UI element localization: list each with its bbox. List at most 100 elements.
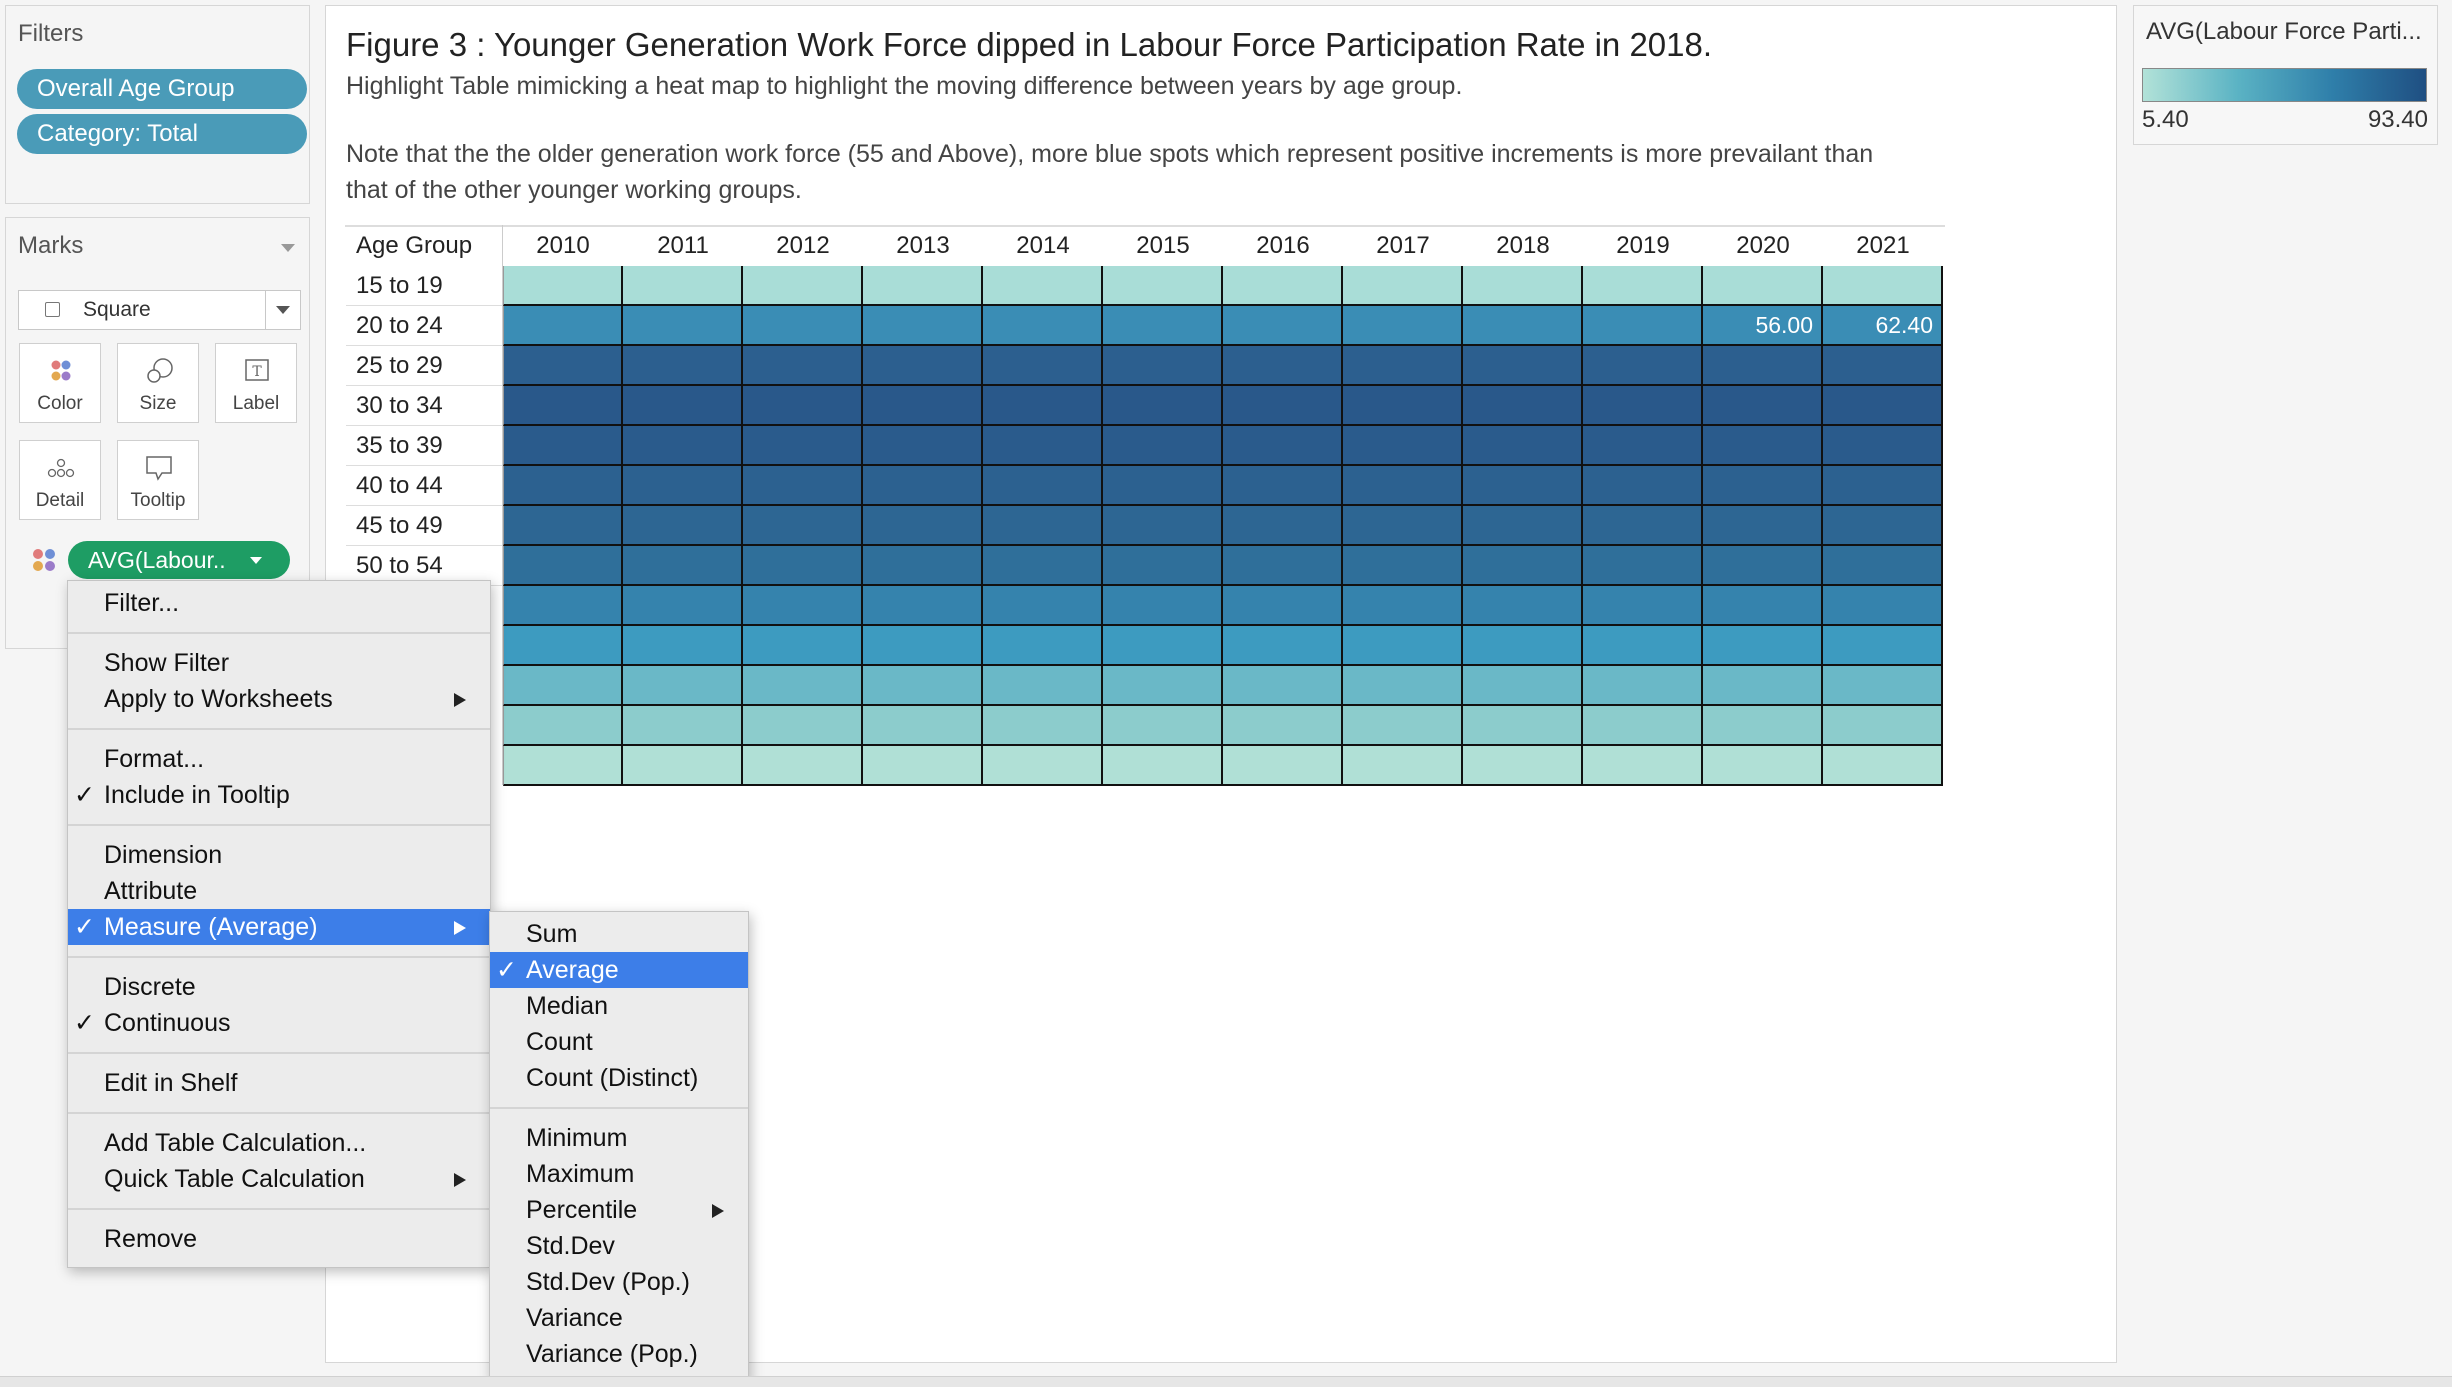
heat-cell[interactable] (1223, 426, 1343, 466)
heat-cell[interactable] (743, 346, 863, 386)
heat-cell[interactable] (863, 266, 983, 306)
heat-cell[interactable] (1823, 266, 1943, 306)
heat-cell[interactable] (1343, 746, 1463, 786)
menu-item-add-table-calculation[interactable]: Add Table Calculation... (68, 1125, 490, 1161)
heat-cell[interactable] (1103, 306, 1223, 346)
heat-cell[interactable] (503, 746, 623, 786)
filter-pill-overall-age-group[interactable]: Overall Age Group (17, 69, 307, 109)
heat-cell[interactable] (1823, 546, 1943, 586)
heat-cell[interactable] (863, 426, 983, 466)
heat-cell[interactable] (863, 386, 983, 426)
heat-cell[interactable] (1103, 626, 1223, 666)
heat-cell[interactable] (623, 586, 743, 626)
heat-cell[interactable] (743, 666, 863, 706)
menu-item-discrete[interactable]: Discrete (68, 969, 490, 1005)
heat-cell[interactable] (1703, 626, 1823, 666)
menu-item-show-filter[interactable]: Show Filter (68, 645, 490, 681)
heat-cell[interactable] (1583, 706, 1703, 746)
heat-cell[interactable] (503, 266, 623, 306)
marks-menu-caret-icon[interactable] (281, 244, 295, 252)
label-button[interactable]: T Label (215, 343, 297, 423)
heat-cell[interactable] (863, 546, 983, 586)
heat-cell[interactable] (743, 506, 863, 546)
heat-cell[interactable] (1703, 546, 1823, 586)
heat-cell[interactable] (1223, 506, 1343, 546)
heat-cell[interactable] (1343, 586, 1463, 626)
heat-cell[interactable] (1463, 306, 1583, 346)
heat-cell[interactable] (1703, 666, 1823, 706)
heat-cell[interactable] (983, 506, 1103, 546)
heat-cell[interactable] (503, 506, 623, 546)
heat-cell[interactable] (983, 626, 1103, 666)
heat-cell[interactable] (1583, 346, 1703, 386)
heat-cell[interactable] (743, 626, 863, 666)
heat-cell[interactable] (863, 306, 983, 346)
heat-cell[interactable] (1103, 506, 1223, 546)
heat-cell[interactable] (1583, 746, 1703, 786)
heat-cell[interactable] (503, 346, 623, 386)
heat-cell[interactable] (1103, 706, 1223, 746)
heat-cell[interactable] (983, 546, 1103, 586)
heat-cell[interactable] (1823, 626, 1943, 666)
detail-button[interactable]: Detail (19, 440, 101, 520)
heat-cell[interactable] (743, 306, 863, 346)
heat-cell[interactable] (1103, 266, 1223, 306)
heat-cell[interactable] (1463, 386, 1583, 426)
heat-cell[interactable] (1583, 466, 1703, 506)
menu-item-include-in-tooltip[interactable]: ✓ Include in Tooltip (68, 777, 490, 813)
heat-cell[interactable] (1583, 306, 1703, 346)
heat-cell[interactable] (623, 746, 743, 786)
heat-cell[interactable]: 56.00 (1703, 306, 1823, 346)
heat-cell[interactable] (1103, 346, 1223, 386)
heat-cell[interactable] (1583, 266, 1703, 306)
bottom-scrollbar[interactable] (0, 1376, 2452, 1387)
heat-cell[interactable] (623, 466, 743, 506)
heat-cell[interactable] (1823, 426, 1943, 466)
heat-cell[interactable]: 62.40 (1823, 306, 1943, 346)
heat-cell[interactable] (1823, 466, 1943, 506)
heat-cell[interactable] (1583, 626, 1703, 666)
heat-cell[interactable] (983, 746, 1103, 786)
heat-cell[interactable] (1583, 546, 1703, 586)
heat-cell[interactable] (743, 546, 863, 586)
heat-cell[interactable] (1703, 346, 1823, 386)
heat-cell[interactable] (1463, 266, 1583, 306)
heat-cell[interactable] (1463, 506, 1583, 546)
heat-cell[interactable] (863, 466, 983, 506)
heat-cell[interactable] (623, 666, 743, 706)
heat-cell[interactable] (1703, 466, 1823, 506)
heat-cell[interactable] (1583, 666, 1703, 706)
heat-cell[interactable] (1823, 706, 1943, 746)
heat-cell[interactable] (1103, 666, 1223, 706)
submenu-item-maximum[interactable]: Maximum (490, 1156, 748, 1192)
heat-cell[interactable] (503, 586, 623, 626)
submenu-item-median[interactable]: Median (490, 988, 748, 1024)
heat-cell[interactable] (1703, 586, 1823, 626)
heat-cell[interactable] (1103, 386, 1223, 426)
heat-cell[interactable] (1823, 386, 1943, 426)
heat-cell[interactable] (503, 706, 623, 746)
menu-item-apply-to-worksheets[interactable]: Apply to Worksheets (68, 681, 490, 717)
heat-cell[interactable] (1103, 426, 1223, 466)
color-button[interactable]: Color (19, 343, 101, 423)
heat-cell[interactable] (503, 306, 623, 346)
size-button[interactable]: Size (117, 343, 199, 423)
heat-cell[interactable] (743, 466, 863, 506)
chevron-down-icon[interactable] (265, 291, 300, 329)
heat-cell[interactable] (1343, 546, 1463, 586)
heat-cell[interactable] (1703, 746, 1823, 786)
heat-cell[interactable] (1703, 506, 1823, 546)
menu-item-attribute[interactable]: Attribute (68, 873, 490, 909)
heat-cell[interactable] (1223, 386, 1343, 426)
heat-cell[interactable] (743, 426, 863, 466)
menu-item-filter[interactable]: Filter... (68, 585, 490, 621)
heat-cell[interactable] (1463, 546, 1583, 586)
submenu-item-count[interactable]: Count (490, 1024, 748, 1060)
menu-item-measure-average[interactable]: ✓ Measure (Average) (68, 909, 490, 945)
heat-cell[interactable] (1223, 706, 1343, 746)
heat-cell[interactable] (1223, 346, 1343, 386)
measure-pill-avg-labour[interactable]: AVG(Labour.. (68, 541, 290, 579)
heat-cell[interactable] (1463, 706, 1583, 746)
heat-cell[interactable] (1223, 466, 1343, 506)
heat-cell[interactable] (623, 346, 743, 386)
